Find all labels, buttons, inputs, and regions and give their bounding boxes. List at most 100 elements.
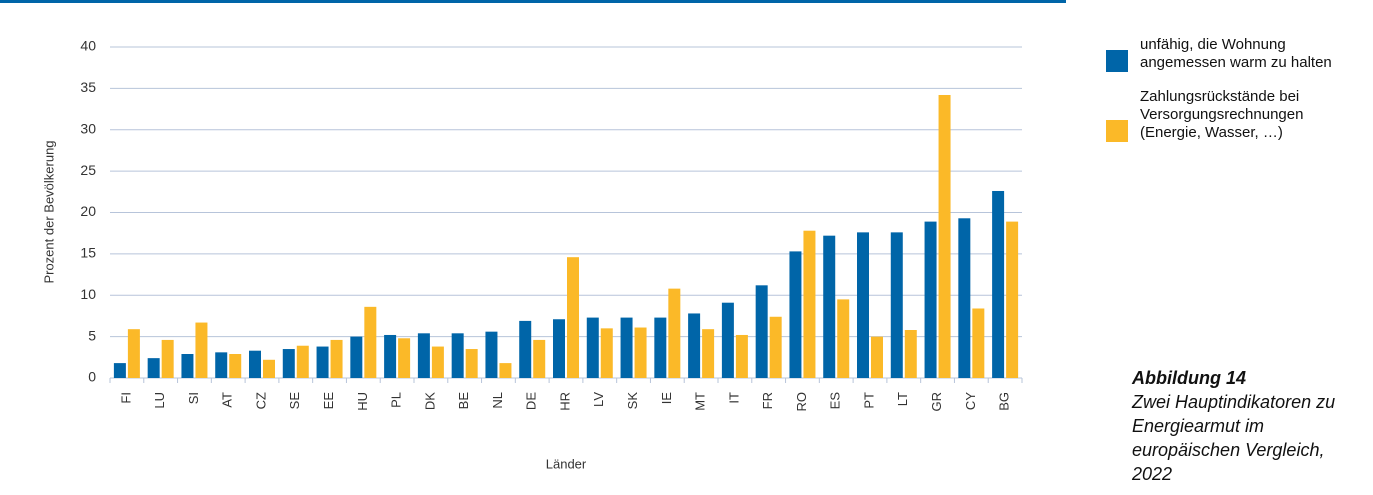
- bar: [620, 317, 633, 378]
- x-tick-label: LU: [152, 392, 167, 409]
- bar: [485, 331, 498, 378]
- bar: [553, 319, 565, 378]
- bar: [823, 235, 836, 378]
- x-tick-label: RO: [794, 392, 809, 412]
- bar: [398, 338, 411, 378]
- bar: [992, 190, 1005, 378]
- bar: [600, 328, 613, 378]
- bar: [519, 320, 532, 378]
- y-tick-label: 30: [80, 120, 96, 136]
- x-tick-label: HU: [355, 392, 370, 411]
- bar: [938, 94, 951, 379]
- y-tick-label: 35: [80, 79, 96, 95]
- bar: [127, 329, 140, 378]
- bar: [533, 339, 546, 378]
- y-tick-label: 40: [80, 38, 96, 54]
- bar: [316, 346, 329, 378]
- bar: [282, 349, 295, 378]
- bar: [249, 350, 261, 378]
- bar: [499, 363, 512, 378]
- bar: [263, 359, 275, 378]
- x-tick-label: MT: [693, 392, 708, 411]
- bar: [161, 339, 174, 378]
- legend-label: unfähig, die Wohnung angemessen warm zu …: [1140, 36, 1332, 71]
- bar: [417, 333, 430, 378]
- bar: [215, 352, 228, 378]
- bar: [890, 232, 903, 378]
- legend-swatch: [1106, 50, 1128, 72]
- x-tick-label: DK: [422, 392, 437, 410]
- bar: [451, 333, 464, 378]
- bar: [871, 336, 883, 378]
- x-tick-label: CZ: [253, 392, 268, 409]
- bar: [567, 257, 579, 378]
- bar: [634, 327, 647, 378]
- bar: [431, 346, 444, 378]
- bar: [803, 230, 816, 378]
- bar: [181, 354, 194, 378]
- x-tick-label: SE: [287, 392, 302, 410]
- x-tick-label: HR: [557, 392, 572, 411]
- caption-text: Zwei Hauptindikatoren zu Energiearmut im…: [1132, 392, 1336, 484]
- y-tick-label: 25: [80, 162, 96, 178]
- bar: [384, 334, 397, 378]
- bar: [296, 345, 309, 378]
- bar: [465, 349, 478, 378]
- bar: [904, 330, 917, 378]
- bar: [789, 251, 802, 378]
- caption: Abbildung 14 Zwei Hauptindikatoren zu En…: [1132, 366, 1337, 486]
- x-axis-label: Länder: [546, 456, 587, 471]
- bar: [330, 339, 343, 378]
- bar: [837, 299, 850, 378]
- x-tick-label: CY: [963, 392, 978, 410]
- x-tick-label: LT: [895, 392, 910, 406]
- x-tick-label: BG: [997, 392, 1012, 411]
- bar: [586, 317, 599, 378]
- bar: [769, 316, 782, 378]
- y-tick-label: 10: [80, 286, 96, 302]
- y-tick-label: 5: [88, 327, 96, 343]
- bar: [924, 221, 937, 378]
- bar: [113, 363, 126, 378]
- bar: [668, 288, 681, 378]
- x-tick-label: EE: [321, 392, 336, 410]
- legend-label: Zahlungsrückstände bei Versorgungsrechnu…: [1140, 88, 1304, 141]
- bar: [702, 329, 715, 378]
- bar: [755, 285, 768, 378]
- bar: [972, 308, 985, 378]
- bar: [229, 354, 242, 378]
- x-tick-label: SK: [625, 392, 640, 410]
- legend-item: Zahlungsrückstände bei Versorgungsrechnu…: [1106, 88, 1340, 142]
- caption-label: Abbildung 14: [1132, 368, 1246, 388]
- bar: [688, 313, 701, 378]
- bar: [654, 317, 667, 378]
- x-tick-label: FR: [760, 392, 775, 409]
- y-axis-label: Prozent der Bevölkerung: [41, 140, 56, 283]
- x-tick-label: SI: [186, 392, 201, 404]
- bar: [364, 306, 377, 378]
- bar: [857, 232, 869, 378]
- legend-swatch: [1106, 120, 1128, 142]
- bar: [958, 218, 971, 378]
- legend: unfähig, die Wohnung angemessen warm zu …: [1106, 36, 1346, 158]
- x-tick-label: FI: [118, 392, 133, 404]
- bar: [1006, 221, 1019, 378]
- y-tick-label: 15: [80, 245, 96, 261]
- x-tick-label: PL: [389, 392, 404, 408]
- x-tick-label: IE: [659, 392, 674, 405]
- y-tick-label: 20: [80, 203, 96, 219]
- x-tick-label: PT: [861, 392, 876, 409]
- x-tick-label: ES: [828, 392, 843, 410]
- top-stripe: [0, 0, 1066, 3]
- x-tick-label: GR: [929, 392, 944, 412]
- x-tick-label: DE: [524, 392, 539, 410]
- bar: [147, 358, 160, 378]
- bar: [721, 302, 734, 378]
- bar: [195, 322, 208, 378]
- x-tick-label: AT: [220, 392, 235, 408]
- legend-item: unfähig, die Wohnung angemessen warm zu …: [1106, 36, 1340, 72]
- y-tick-label: 0: [88, 369, 96, 385]
- x-tick-label: BE: [456, 392, 471, 410]
